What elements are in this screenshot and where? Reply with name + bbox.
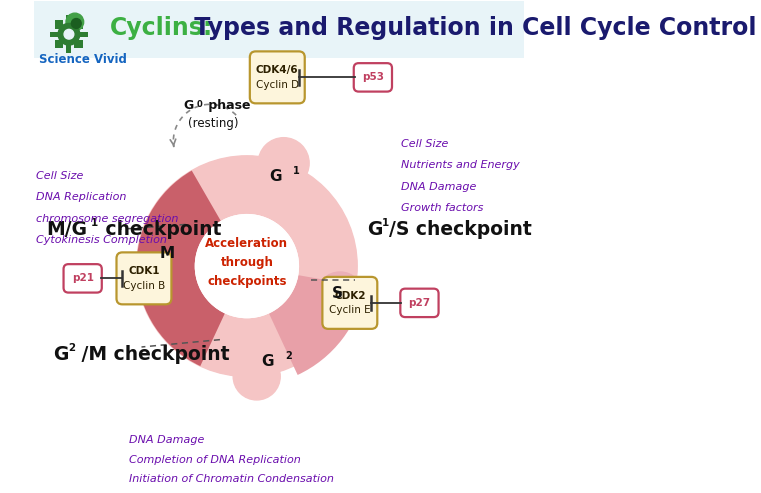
Circle shape — [331, 291, 368, 329]
FancyBboxPatch shape — [78, 32, 88, 36]
Circle shape — [72, 19, 81, 29]
Text: 1: 1 — [292, 166, 299, 176]
Text: (resting): (resting) — [188, 117, 238, 130]
Text: Growth factors: Growth factors — [401, 203, 484, 213]
Circle shape — [66, 13, 84, 31]
Text: p21: p21 — [72, 273, 94, 283]
FancyBboxPatch shape — [400, 289, 438, 317]
Text: DNA Replication: DNA Replication — [36, 192, 126, 202]
Circle shape — [64, 30, 74, 39]
Text: p27: p27 — [409, 298, 431, 308]
FancyBboxPatch shape — [33, 1, 524, 58]
FancyBboxPatch shape — [75, 40, 83, 48]
Circle shape — [317, 272, 364, 319]
Circle shape — [136, 156, 357, 377]
FancyBboxPatch shape — [75, 20, 83, 29]
Circle shape — [233, 353, 280, 400]
Circle shape — [196, 214, 298, 317]
Text: G: G — [183, 99, 193, 112]
Text: checkpoint: checkpoint — [99, 220, 221, 239]
Text: DNA Damage: DNA Damage — [401, 182, 476, 192]
Text: G: G — [262, 354, 274, 369]
Text: 2: 2 — [285, 351, 292, 361]
Text: S: S — [332, 285, 343, 301]
FancyBboxPatch shape — [116, 252, 171, 304]
Text: Cyclin B: Cyclin B — [123, 281, 165, 290]
Text: G: G — [367, 220, 382, 239]
Text: CDK2: CDK2 — [334, 291, 365, 301]
Text: 1: 1 — [91, 218, 98, 228]
Text: Types and Regulation in Cell Cycle Control: Types and Regulation in Cell Cycle Contr… — [186, 16, 756, 40]
Text: Cell Size: Cell Size — [36, 171, 84, 180]
Text: p53: p53 — [362, 72, 384, 82]
FancyBboxPatch shape — [323, 277, 377, 329]
Text: Cyclins:: Cyclins: — [110, 16, 213, 40]
Text: Cell Size: Cell Size — [401, 139, 449, 149]
Text: Completion of DNA Replication: Completion of DNA Replication — [129, 455, 301, 465]
Circle shape — [196, 214, 298, 317]
Text: /M checkpoint: /M checkpoint — [75, 345, 230, 364]
FancyBboxPatch shape — [66, 15, 72, 26]
Text: CDK4/6: CDK4/6 — [256, 65, 298, 75]
Text: M/G: M/G — [46, 220, 87, 239]
FancyBboxPatch shape — [250, 51, 304, 104]
Wedge shape — [269, 275, 365, 375]
Text: 2: 2 — [68, 343, 75, 353]
Text: Science Vivid: Science Vivid — [39, 53, 126, 66]
Text: DNA Damage: DNA Damage — [129, 435, 205, 445]
Text: chromosome segregation: chromosome segregation — [36, 213, 179, 224]
FancyBboxPatch shape — [64, 264, 102, 292]
Text: Initiation of Chromatin Condensation: Initiation of Chromatin Condensation — [129, 474, 334, 485]
FancyBboxPatch shape — [55, 20, 63, 29]
Text: 0: 0 — [197, 100, 202, 109]
Text: Acceleration
through
checkpoints: Acceleration through checkpoints — [205, 237, 288, 288]
Circle shape — [58, 24, 80, 45]
FancyBboxPatch shape — [354, 63, 392, 92]
Circle shape — [248, 162, 285, 199]
Text: Cyclin D: Cyclin D — [256, 79, 299, 90]
Text: Cytokinesis Completion: Cytokinesis Completion — [36, 235, 167, 245]
Wedge shape — [136, 171, 225, 366]
Text: phase: phase — [204, 99, 250, 112]
Circle shape — [258, 138, 309, 189]
Text: Cyclin E: Cyclin E — [329, 305, 371, 315]
Text: 1: 1 — [382, 218, 389, 228]
Text: G: G — [53, 345, 68, 364]
Text: CDK1: CDK1 — [128, 266, 160, 276]
FancyBboxPatch shape — [49, 32, 60, 36]
FancyBboxPatch shape — [55, 40, 63, 48]
Text: /S checkpoint: /S checkpoint — [389, 220, 532, 239]
Text: Nutrients and Energy: Nutrients and Energy — [401, 160, 520, 170]
FancyBboxPatch shape — [66, 43, 72, 53]
Text: G: G — [269, 169, 282, 184]
Text: M: M — [159, 246, 174, 261]
